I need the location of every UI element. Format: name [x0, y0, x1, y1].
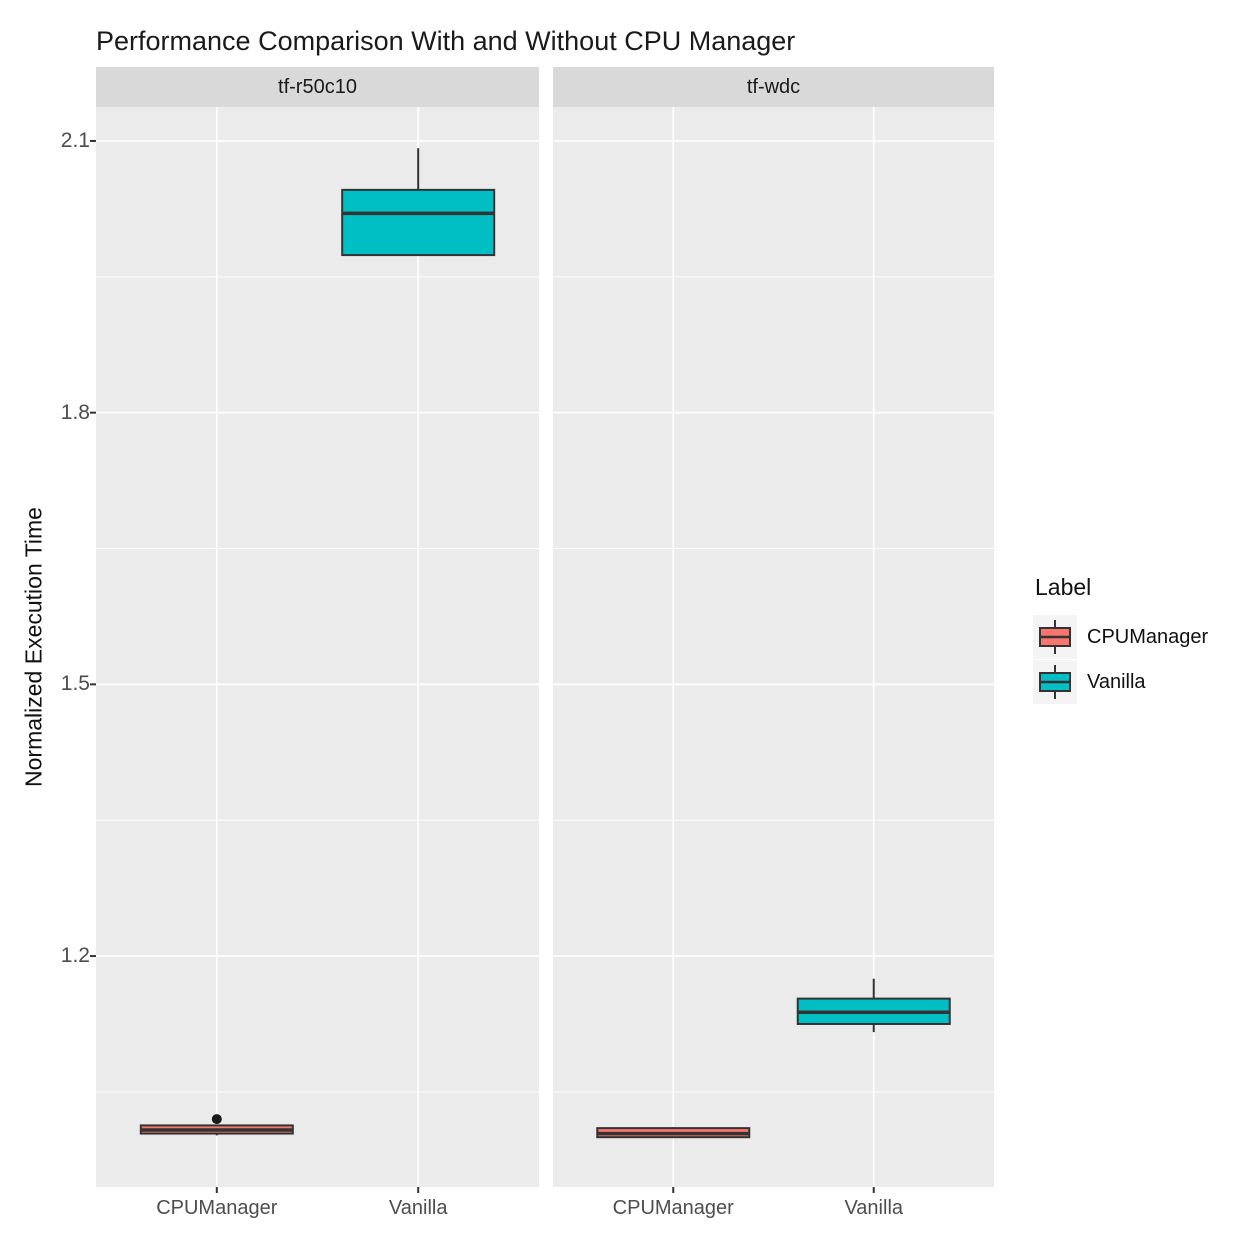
box-tf-r50c10-Vanilla [341, 188, 496, 257]
legend-key-boxplot-icon [1033, 615, 1077, 659]
legend-item-label: CPUManager [1087, 625, 1209, 648]
chart-title: Performance Comparison With and Without … [96, 26, 796, 56]
legend-title: Label [1035, 574, 1092, 600]
x-tick-label: CPUManager [156, 1197, 278, 1219]
y-tick-label: 1.8 [60, 400, 90, 424]
y-tick-label: 2.1 [60, 128, 90, 152]
legend-item-cpumanager: CPUManager [1033, 615, 1233, 659]
legend-item-label: Vanilla [1087, 670, 1146, 693]
panel-tf-r50c10 [96, 107, 539, 1187]
x-tick-label: CPUManager [612, 1197, 734, 1219]
y-tick-label: 1.2 [60, 944, 90, 968]
x-tick-label: Vanilla [844, 1197, 904, 1219]
facet-strip-tf-r50c10: tf-r50c10 [96, 67, 539, 107]
y-tick-label: 1.5 [60, 672, 90, 696]
x-tick-label: Vanilla [388, 1197, 448, 1219]
facet-strip-label: tf-wdc [746, 75, 801, 98]
facet-strip-tf-wdc: tf-wdc [553, 67, 994, 107]
outlier-point [211, 1114, 222, 1125]
facet-strip-label: tf-r50c10 [278, 75, 357, 98]
legend-key-boxplot-icon [1033, 660, 1077, 704]
legend-item-vanilla: Vanilla [1033, 660, 1233, 704]
legend: Label CPUManager Vanilla [1033, 574, 1233, 705]
panel-tf-wdc [553, 107, 994, 1187]
